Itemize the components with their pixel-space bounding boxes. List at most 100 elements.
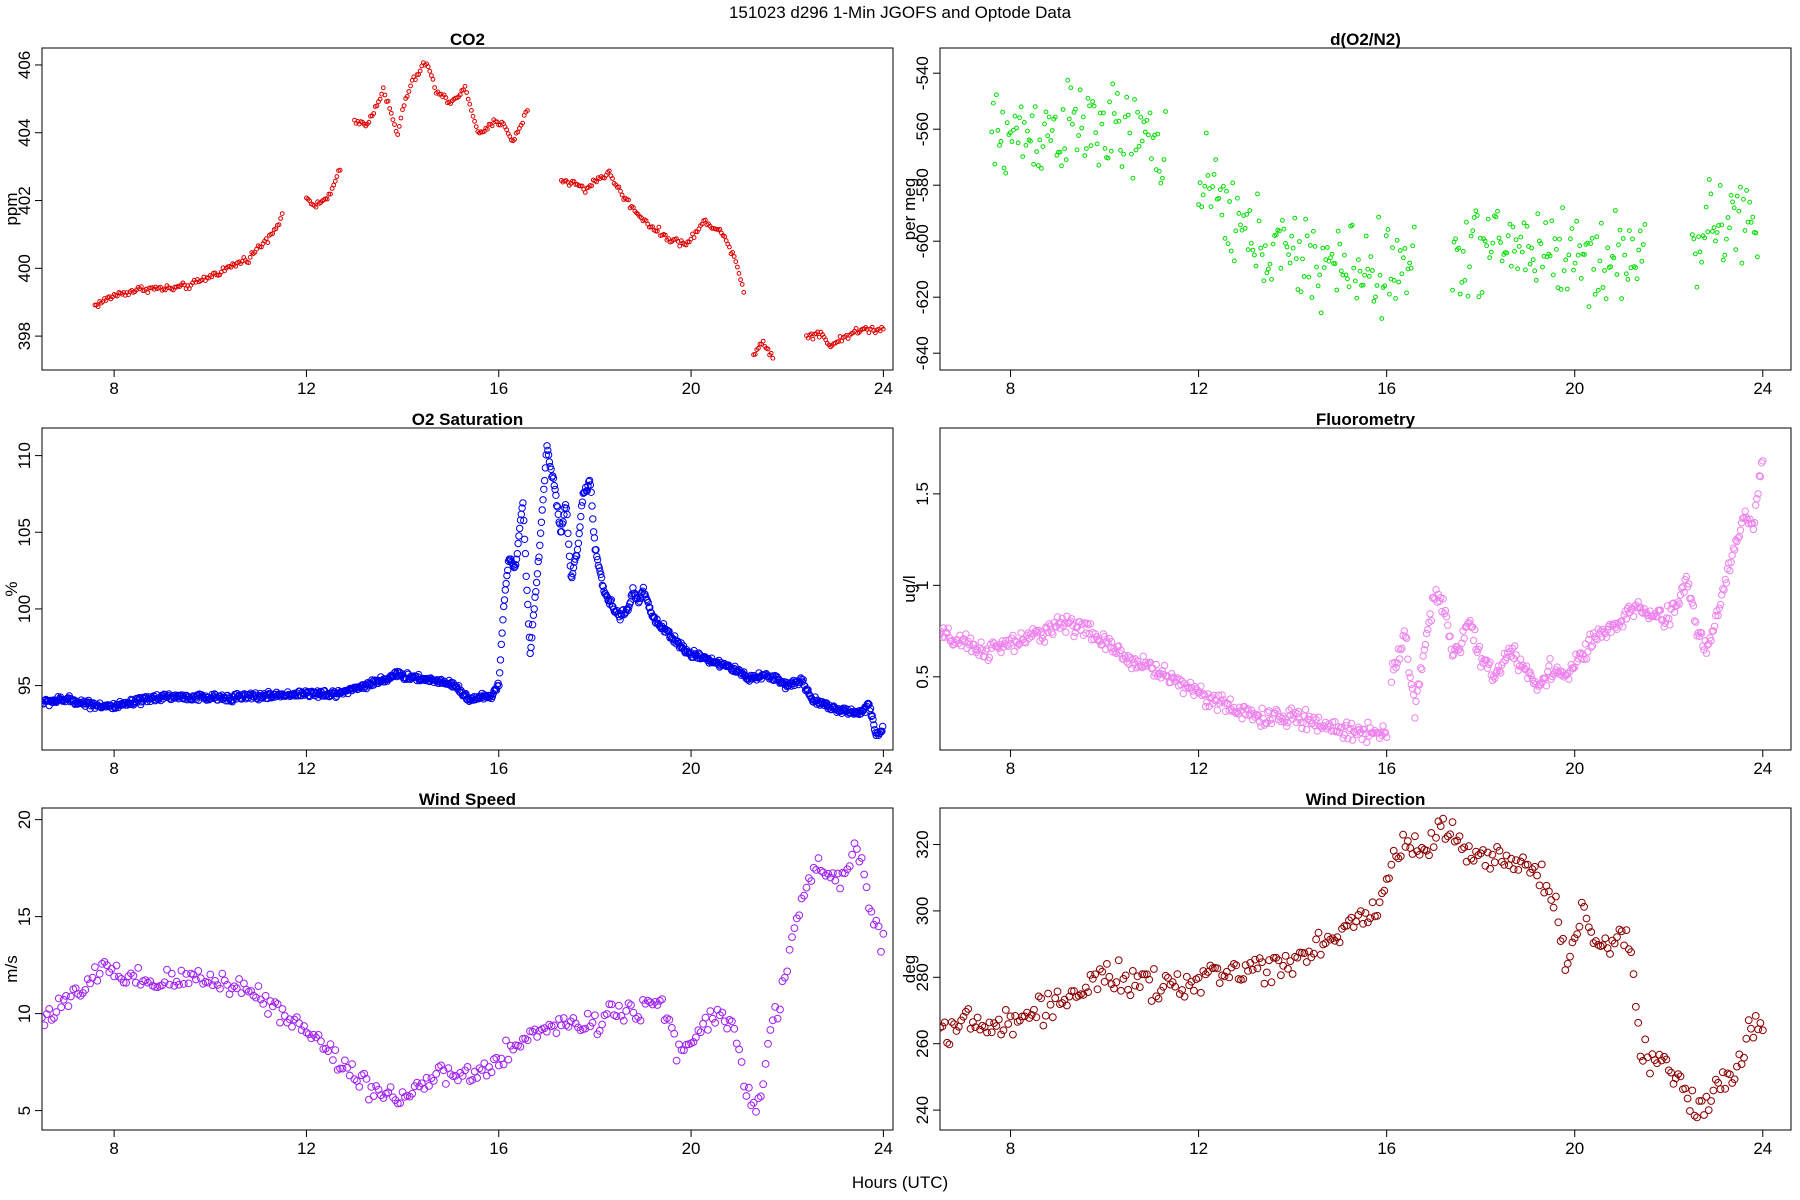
data-point — [1269, 954, 1278, 962]
data-point — [1703, 641, 1712, 649]
data-point — [940, 1022, 947, 1031]
data-point — [944, 624, 952, 632]
data-point — [1591, 267, 1597, 272]
data-point — [512, 137, 517, 142]
data-point — [1048, 138, 1054, 143]
data-point — [115, 972, 123, 981]
data-point — [1491, 674, 1499, 683]
data-point — [302, 1028, 311, 1037]
data-point — [1028, 138, 1033, 144]
data-point — [1584, 648, 1592, 656]
data-point — [662, 232, 668, 238]
data-point — [1102, 146, 1108, 151]
y-tick-label: 95 — [15, 676, 34, 695]
data-point — [646, 998, 655, 1006]
data-point — [1373, 911, 1382, 920]
data-point — [1719, 585, 1727, 593]
data-point — [1070, 632, 1078, 641]
data-point — [126, 969, 135, 978]
data-point — [1236, 211, 1242, 216]
data-point — [1745, 219, 1751, 225]
data-point — [467, 101, 473, 107]
data-point — [1425, 618, 1433, 627]
data-point — [1714, 611, 1722, 620]
data-point — [1201, 970, 1210, 979]
data-point — [756, 345, 761, 351]
data-point — [523, 1036, 532, 1045]
panel-title: CO2 — [450, 30, 485, 49]
data-point — [257, 244, 263, 250]
data-point — [1152, 992, 1161, 1001]
data-point — [1473, 208, 1479, 214]
data-point — [940, 1018, 949, 1027]
data-point — [1620, 236, 1626, 241]
data-point — [542, 1027, 551, 1036]
data-point — [1578, 276, 1584, 281]
data-point — [390, 672, 398, 680]
data-point — [1514, 866, 1523, 874]
data-point — [1547, 896, 1556, 904]
data-point — [328, 191, 333, 197]
data-point — [1248, 240, 1254, 246]
data-point — [841, 869, 849, 878]
data-point — [1736, 526, 1745, 534]
data-point — [341, 1056, 349, 1065]
data-point — [1697, 249, 1703, 255]
data-point — [1197, 682, 1205, 690]
data-point — [795, 911, 804, 920]
data-point — [387, 106, 393, 111]
data-point — [1390, 666, 1398, 674]
data-point — [1408, 265, 1414, 271]
data-point — [1086, 620, 1095, 628]
data-point — [138, 284, 144, 290]
data-point — [1115, 91, 1120, 96]
data-point — [278, 1005, 287, 1013]
data-point — [1499, 258, 1505, 264]
data-point — [1527, 261, 1533, 267]
data-point — [1392, 852, 1400, 861]
data-point — [1588, 642, 1597, 650]
data-point — [252, 993, 260, 1002]
chart-panels: CO2 ppm 8 12 16 20 24 398 400 402 404 406 d(O2/N2) pe… — [2, 30, 1792, 1158]
data-point — [1422, 846, 1431, 855]
data-point — [1507, 221, 1513, 227]
data-point — [1716, 1085, 1725, 1094]
data-point — [473, 1074, 482, 1082]
data-point — [1741, 507, 1749, 515]
data-point — [646, 603, 654, 612]
data-point — [1030, 1005, 1038, 1014]
data-point — [1109, 648, 1117, 656]
data-point — [1404, 290, 1409, 296]
data-point — [1312, 715, 1320, 724]
data-point — [1277, 971, 1285, 980]
data-point — [55, 695, 63, 704]
y-tick-label: 100 — [15, 595, 34, 623]
data-point — [422, 1073, 431, 1082]
data-point — [1535, 211, 1541, 217]
data-point — [1575, 922, 1584, 931]
data-point — [1098, 967, 1107, 976]
data-point — [1070, 121, 1075, 127]
data-point — [93, 976, 102, 985]
data-point — [1530, 862, 1539, 871]
data-point — [1396, 852, 1405, 861]
y-axis-label: deg — [900, 955, 919, 983]
data-point — [1027, 1011, 1036, 1019]
data-point — [1573, 930, 1581, 938]
data-point — [1512, 856, 1520, 864]
x-tick-label: 8 — [1006, 759, 1015, 778]
data-point — [1558, 287, 1564, 292]
data-point — [1321, 939, 1330, 948]
y-tick-label: 320 — [913, 830, 932, 858]
data-point — [1039, 166, 1044, 171]
data-point — [1248, 965, 1257, 974]
data-point — [1373, 294, 1378, 300]
data-point — [776, 1005, 784, 1014]
y-tick-label: -540 — [913, 56, 932, 90]
data-point — [731, 254, 737, 259]
data-point — [377, 96, 383, 102]
data-point — [1044, 989, 1052, 998]
data-point — [1427, 617, 1436, 625]
data-point — [870, 721, 878, 729]
panel-title: Wind Speed — [419, 790, 516, 809]
